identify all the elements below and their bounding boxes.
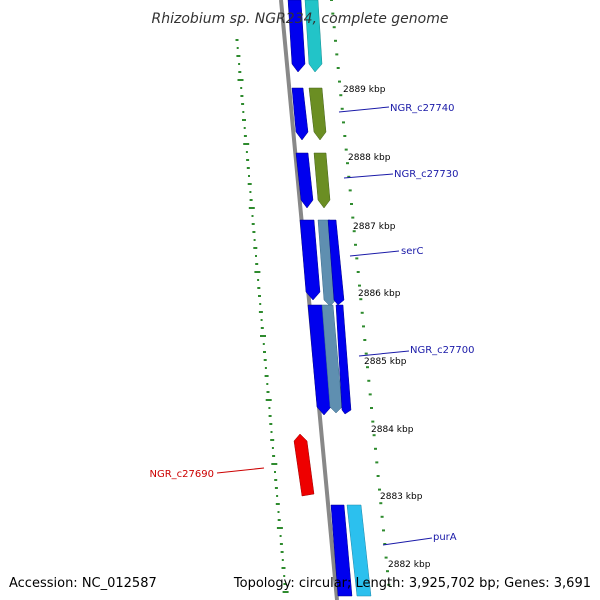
genome-backbone [279, 0, 339, 600]
map-title: Rhizobium sp. NGR234, complete genome [152, 11, 449, 27]
tick-label: 2884 kbp [371, 425, 414, 435]
gene-label-ngr-c27740[interactable]: NGR_c27740 [390, 103, 455, 114]
tick-label: 2883 kbp [380, 492, 423, 502]
tick-label: 2888 kbp [348, 153, 391, 163]
gene-arrow[interactable] [291, 87, 309, 141]
gene-arrow[interactable] [327, 219, 345, 306]
ruler-tick-labels: 2889 kbp 2888 kbp 2887 kbp 2886 kbp 2885… [343, 85, 431, 570]
tick-label: 2889 kbp [343, 85, 386, 95]
gene-arrow[interactable] [346, 504, 372, 597]
gene-label-pura[interactable]: purA [433, 532, 457, 543]
tick-label: 2887 kbp [353, 222, 396, 232]
accession-label: Accession: NC_012587 [9, 576, 157, 591]
genome-summary: Topology: circular; Length: 3,925,702 bp… [233, 576, 591, 591]
gene-label-ngr-c27690[interactable]: NGR_c27690 [150, 469, 215, 480]
gc-content-dots [235, 39, 289, 593]
gene-leader-lines [216, 106, 433, 546]
tick-label: 2885 kbp [364, 357, 407, 367]
tick-label: 2882 kbp [388, 560, 431, 570]
gene-arrow[interactable] [321, 304, 343, 414]
gene-arrow[interactable] [308, 87, 327, 141]
gene-label-ngr-c27730[interactable]: NGR_c27730 [394, 169, 459, 180]
gene-label-serc[interactable]: serC [401, 246, 423, 257]
gene-label-ngr-c27700[interactable]: NGR_c27700 [410, 345, 475, 356]
gene-arrow[interactable] [307, 304, 332, 416]
gene-arrow[interactable] [304, 0, 323, 73]
gene-arrow[interactable] [287, 0, 306, 73]
gene-arrow[interactable] [330, 504, 353, 597]
gene-arrow[interactable] [313, 152, 331, 209]
ruler-ticks [330, 0, 391, 586]
tick-label: 2886 kbp [358, 289, 401, 299]
gene-arrow[interactable] [293, 433, 315, 497]
gene-features [287, 0, 372, 597]
gene-arrow[interactable] [299, 219, 321, 301]
gene-labels: NGR_c27740 NGR_c27730 serC NGR_c27700 NG… [150, 103, 475, 543]
gene-arrow[interactable] [295, 152, 314, 209]
gene-arrow[interactable] [335, 304, 352, 415]
